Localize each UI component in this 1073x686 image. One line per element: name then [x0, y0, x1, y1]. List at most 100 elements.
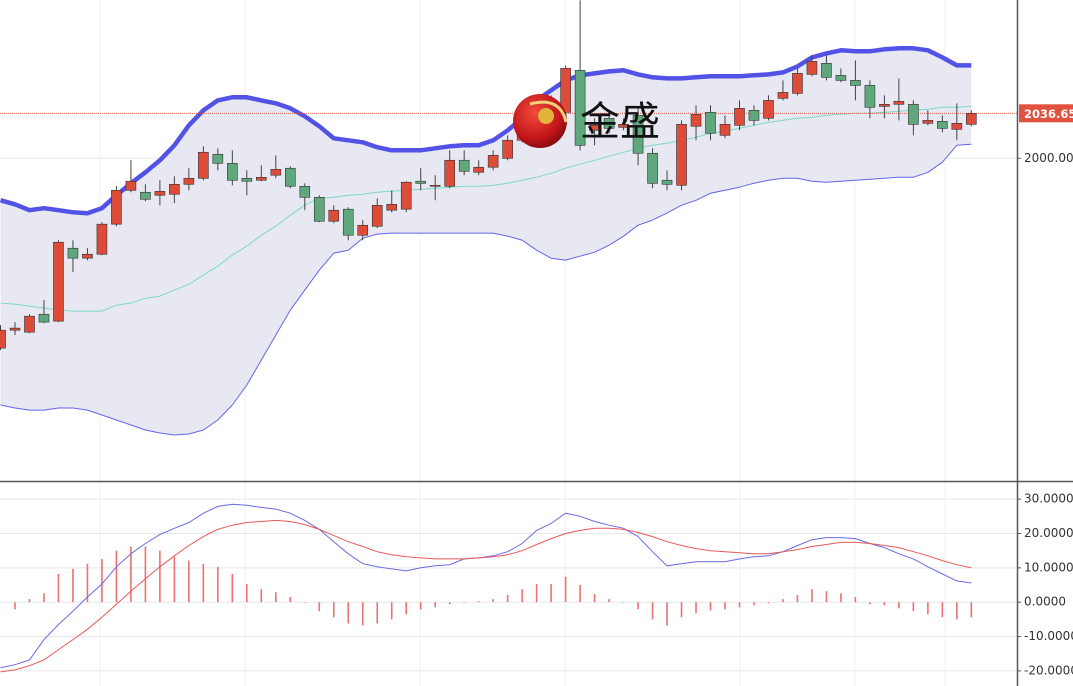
- candle-body: [169, 184, 180, 195]
- macd-histogram-bar: [970, 602, 973, 618]
- band-line: [0, 105, 972, 312]
- candle-body: [734, 108, 745, 126]
- candle-body: [502, 139, 513, 159]
- candle-body: [198, 151, 209, 179]
- macd-histogram-bar: [506, 594, 509, 603]
- macd-histogram-bar: [419, 602, 422, 610]
- macd-histogram-bar: [477, 601, 480, 603]
- price-panel: [0, 0, 1017, 436]
- candle-body: [154, 190, 166, 196]
- macd-histogram-bar: [796, 594, 799, 603]
- macd-histogram-bar: [883, 602, 886, 606]
- macd-histogram-bar: [318, 602, 321, 612]
- candle-body: [719, 123, 731, 136]
- macd-histogram-bar: [956, 602, 958, 620]
- candle-body: [256, 177, 267, 181]
- candle-body: [632, 115, 644, 154]
- macd-histogram-bar: [303, 602, 306, 603]
- candle-body: [763, 100, 774, 119]
- macd-histogram-bar: [753, 602, 755, 606]
- candle-body: [458, 159, 470, 172]
- last-price-box: [1019, 104, 1073, 123]
- macd-histogram-bar: [231, 574, 234, 603]
- macd-histogram-bar: [43, 593, 45, 603]
- band-area: [0, 48, 972, 436]
- macd-histogram-bar: [202, 563, 205, 603]
- candle-body: [328, 209, 340, 222]
- macd-histogram-bar: [622, 602, 625, 603]
- candle-body: [676, 123, 687, 186]
- candle-body: [0, 329, 6, 349]
- candle-body: [908, 103, 919, 125]
- macd-histogram-bar: [492, 599, 494, 603]
- candle-body: [937, 121, 948, 129]
- y-tick-label: -10.0000: [1024, 629, 1073, 643]
- candle-body: [111, 190, 122, 225]
- candle-body: [835, 75, 847, 81]
- candle-body: [792, 73, 803, 94]
- macd-histogram-bar: [188, 560, 190, 603]
- macd-histogram-bar: [115, 550, 118, 603]
- macd-histogram-bar: [550, 583, 552, 603]
- candle-body: [38, 313, 50, 323]
- y-tick-label: 2000.00: [1024, 151, 1073, 165]
- macd-histogram-bar: [289, 597, 292, 603]
- band-line: [0, 143, 972, 436]
- macd-histogram-bar: [840, 593, 842, 603]
- macd-histogram-bar: [579, 585, 581, 603]
- candle-body: [386, 204, 398, 211]
- macd-histogram-bar: [144, 546, 147, 603]
- y-tick-label: -20.0000: [1024, 663, 1073, 677]
- candle-body: [241, 177, 253, 182]
- macd-histogram-bar: [260, 589, 263, 603]
- macd-histogram-bar: [86, 563, 89, 603]
- logo-dot: [538, 108, 554, 124]
- macd-histogram-bar: [217, 566, 219, 603]
- candle-body: [647, 152, 658, 184]
- logo-arc: [529, 100, 568, 123]
- macd-histogram-bar: [173, 556, 176, 603]
- macd-histogram-bar: [927, 602, 929, 615]
- candle-body: [864, 85, 876, 108]
- macd-histogram-bar: [130, 546, 132, 603]
- watermark-text: 金盛: [580, 99, 660, 145]
- candle-body: [705, 111, 716, 134]
- macd-histogram-bar: [347, 602, 350, 624]
- candle-body: [777, 92, 789, 99]
- candle-body: [270, 169, 282, 176]
- macd-histogram-bar: [448, 602, 451, 605]
- macd-histogram-bar: [941, 602, 944, 618]
- candle-body: [9, 327, 21, 331]
- macd-histogram-bar: [535, 583, 538, 603]
- macd-histogram-bar: [463, 602, 465, 603]
- candle-body: [690, 114, 702, 127]
- macd-histogram-bar: [912, 602, 915, 612]
- candle-body: [574, 70, 586, 146]
- band-line: [0, 46, 972, 216]
- macd-histogram-bar: [651, 602, 654, 620]
- candle-body: [487, 155, 499, 168]
- macd-histogram-bar: [738, 602, 741, 608]
- candle-body: [212, 153, 224, 164]
- macd-histogram-bar: [361, 602, 364, 626]
- macd-histogram-bar: [767, 602, 770, 604]
- candle-body: [96, 223, 108, 255]
- y-tick-label: 0.0000: [1024, 595, 1066, 609]
- candle-body: [560, 68, 571, 113]
- candle-body: [24, 315, 35, 333]
- macd-histogram-bar: [854, 597, 857, 603]
- candle-body: [67, 247, 79, 259]
- candle-body: [429, 184, 441, 187]
- candle-body: [951, 123, 963, 130]
- macd-histogram-bar: [593, 593, 596, 603]
- candle-body: [879, 103, 890, 107]
- macd-histogram-bar: [521, 589, 523, 603]
- macd-histogram-bar: [390, 602, 393, 620]
- macd-histogram-bar: [724, 602, 726, 610]
- macd-histogram-bar: [275, 592, 277, 603]
- candle-body: [966, 113, 977, 125]
- candle-body: [603, 117, 615, 129]
- last-price-label: 2036.65: [1024, 107, 1073, 121]
- macd-histogram-bar: [564, 576, 567, 603]
